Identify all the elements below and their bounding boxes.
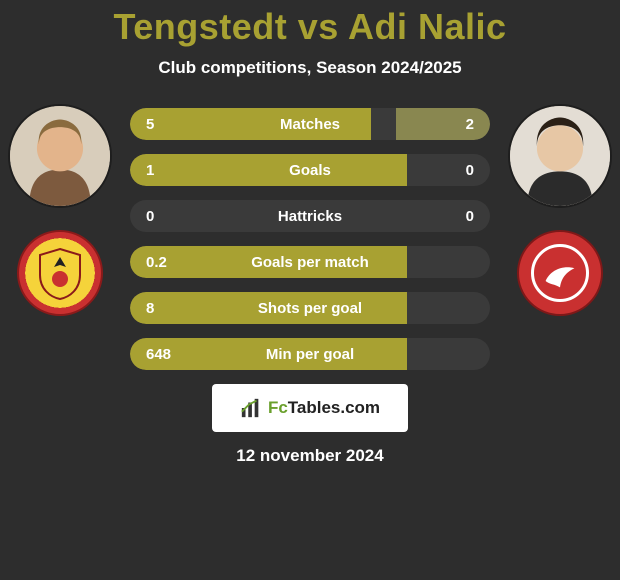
player-avatar-left bbox=[8, 104, 112, 208]
date-label: 12 november 2024 bbox=[0, 446, 620, 466]
chart-icon bbox=[240, 397, 262, 419]
content-row: 5Matches21Goals00Hattricks00.2Goals per … bbox=[0, 104, 620, 370]
brand-text: FcTables.com bbox=[268, 398, 380, 418]
stat-label: Hattricks bbox=[202, 208, 418, 225]
brand-logo: FcTables.com bbox=[212, 384, 408, 432]
person-icon bbox=[510, 106, 610, 206]
stat-row: 0Hattricks0 bbox=[130, 200, 490, 232]
stat-value-left: 0 bbox=[130, 208, 202, 225]
right-column bbox=[508, 104, 612, 316]
stat-row: 8Shots per goal bbox=[130, 292, 490, 324]
stat-row: 1Goals0 bbox=[130, 154, 490, 186]
stat-label: Goals bbox=[202, 162, 418, 179]
stat-rows: 5Matches21Goals00Hattricks00.2Goals per … bbox=[130, 104, 490, 370]
stat-label: Goals per match bbox=[202, 254, 418, 271]
shield-icon bbox=[30, 243, 90, 303]
stat-row: 5Matches2 bbox=[130, 108, 490, 140]
stat-value-left: 0.2 bbox=[130, 254, 202, 271]
stat-value-left: 1 bbox=[130, 162, 202, 179]
stat-value-right: 2 bbox=[418, 116, 490, 133]
stat-value-right: 0 bbox=[418, 162, 490, 179]
stat-row: 648Min per goal bbox=[130, 338, 490, 370]
stat-label: Shots per goal bbox=[202, 300, 418, 317]
club-badge-right bbox=[517, 230, 603, 316]
subtitle: Club competitions, Season 2024/2025 bbox=[0, 58, 620, 78]
brand-prefix: Fc bbox=[268, 398, 288, 417]
stat-label: Min per goal bbox=[202, 346, 418, 363]
comparison-card: Tengstedt vs Adi Nalic Club competitions… bbox=[0, 0, 620, 466]
brand-suffix: Tables.com bbox=[288, 398, 380, 417]
club-badge-left bbox=[17, 230, 103, 316]
stat-label: Matches bbox=[202, 116, 418, 133]
stat-row: 0.2Goals per match bbox=[130, 246, 490, 278]
stat-value-right: 0 bbox=[418, 208, 490, 225]
person-icon bbox=[10, 106, 110, 206]
stat-value-left: 5 bbox=[130, 116, 202, 133]
stat-value-left: 8 bbox=[130, 300, 202, 317]
page-title: Tengstedt vs Adi Nalic bbox=[0, 6, 620, 48]
left-column bbox=[8, 104, 112, 316]
player-avatar-right bbox=[508, 104, 612, 208]
bird-icon bbox=[536, 249, 584, 297]
stat-value-left: 648 bbox=[130, 346, 202, 363]
